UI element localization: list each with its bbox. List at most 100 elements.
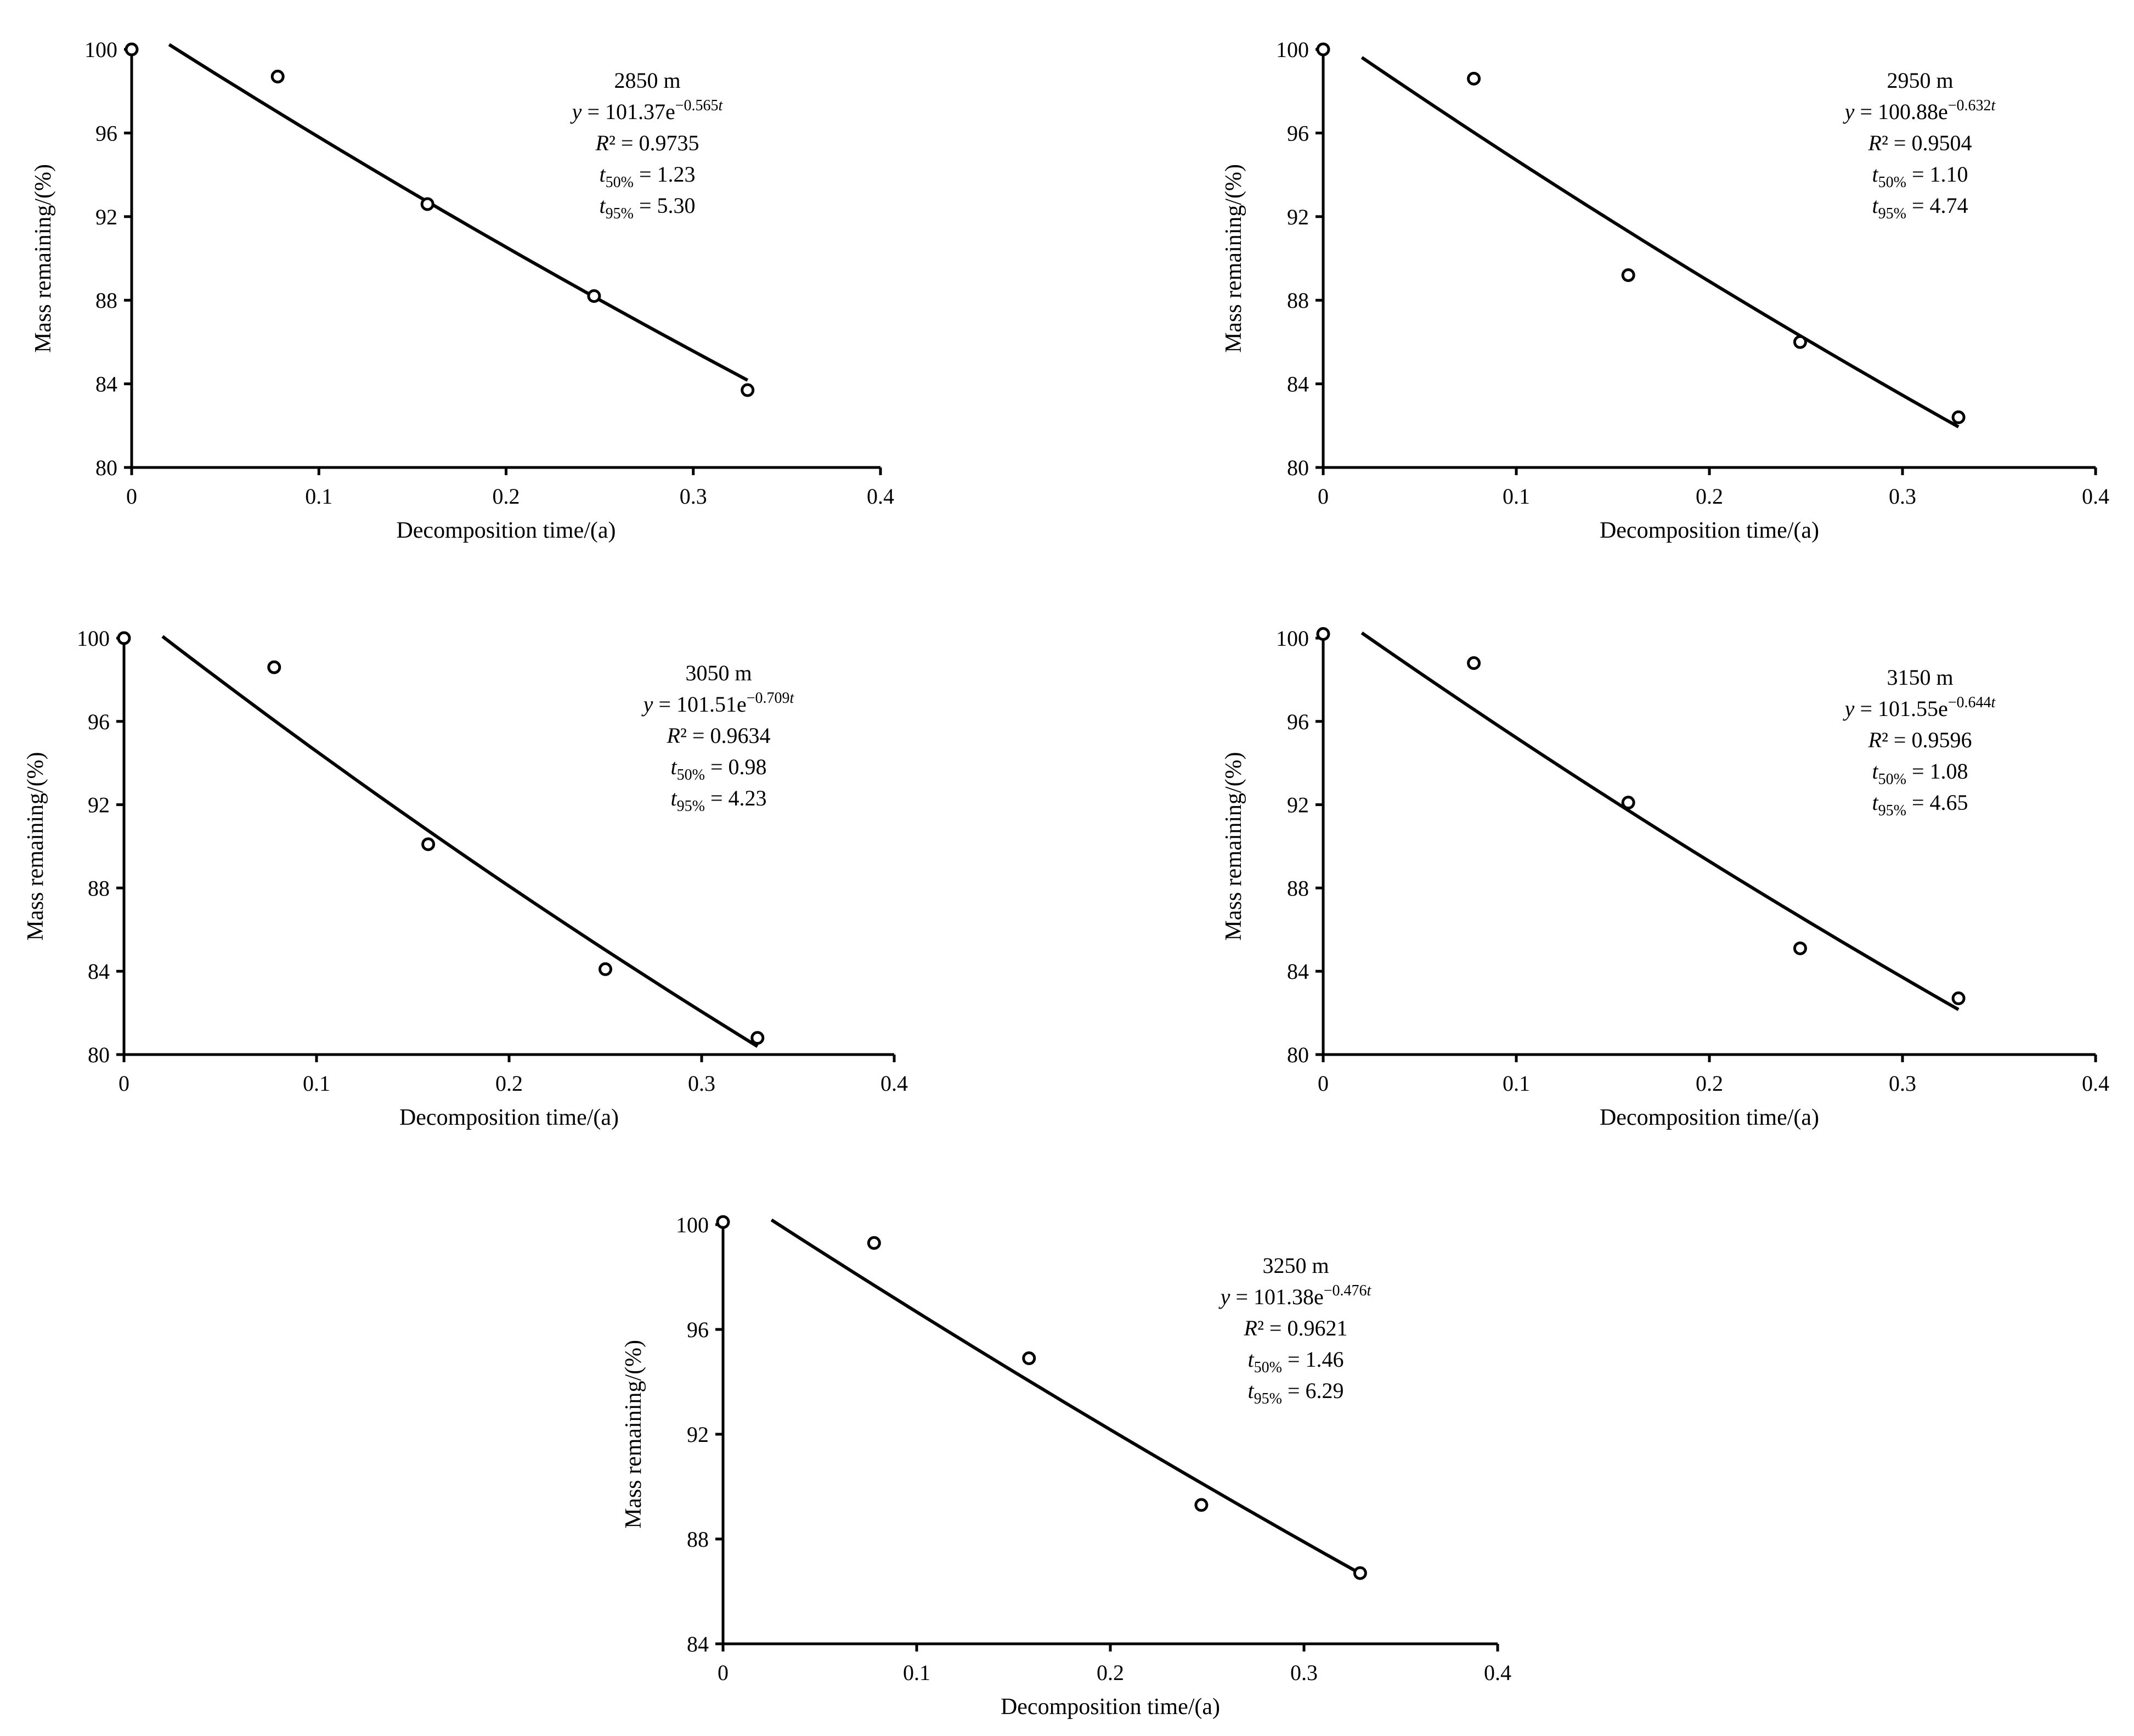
fit-line (1360, 632, 1960, 1011)
x-tick-label: 0.1 (1503, 1071, 1530, 1096)
t95-label: t95% = 4.74 (1872, 193, 1968, 222)
y-tick-label: 80 (1287, 1042, 1309, 1067)
data-point (1621, 268, 1635, 282)
fit-line (161, 635, 759, 1048)
x-tick-label: 0.2 (495, 1071, 523, 1096)
x-tick-label: 0 (118, 1071, 129, 1096)
t95-label: t95% = 4.23 (670, 786, 766, 815)
x-tick-label: 0 (718, 1660, 729, 1685)
data-point (117, 631, 131, 645)
data-point (420, 197, 434, 211)
chart-panel-1: 80 84 88 92 96 100 0 0.1 0.2 0.3 0.4 Decomposition … (31, 37, 894, 543)
data-point (1194, 1498, 1209, 1512)
y-tick-label: 92 (687, 1422, 709, 1447)
chart-panel-5: 84 88 92 96 100 0 0.1 0.2 0.3 0.4 Decomposition ti… (621, 1213, 1511, 1720)
t50-label: t50% = 1.23 (599, 162, 695, 191)
x-tick-label: 0.1 (305, 484, 332, 509)
y-tick-label: 84 (687, 1632, 709, 1656)
y-tick-label: 88 (1287, 876, 1309, 900)
data-point (741, 383, 755, 397)
fit-line (168, 43, 749, 382)
y-axis-title: Mass remaining/(%) (1221, 164, 1246, 353)
r-squared-label: R² = 0.9735 (595, 131, 699, 155)
site-label: 3050 m (685, 661, 752, 685)
site-label: 2950 m (1887, 68, 1953, 93)
x-tick-label: 0.2 (1696, 1071, 1723, 1096)
y-tick-label: 96 (88, 709, 110, 734)
y-tick-label: 88 (95, 288, 117, 313)
x-tick-label: 0.4 (2082, 1071, 2109, 1096)
y-tick-label: 84 (1287, 959, 1309, 984)
y-tick-label: 88 (88, 876, 110, 900)
t95-label: t95% = 5.30 (599, 193, 695, 222)
y-tick-label: 100 (84, 37, 117, 62)
data-point (1353, 1566, 1367, 1580)
fit-line (770, 1218, 1361, 1575)
data-point (599, 962, 612, 976)
x-tick-label: 0.3 (680, 484, 707, 509)
data-point (1467, 656, 1481, 670)
y-tick-label: 96 (95, 121, 117, 145)
y-tick-label: 96 (1287, 121, 1309, 145)
data-point (270, 70, 285, 84)
y-tick-label: 92 (1287, 205, 1309, 229)
equation-label: y = 101.37e−0.565t (570, 97, 724, 124)
y-tick-label: 92 (95, 205, 117, 229)
y-tick-label: 92 (88, 793, 110, 818)
data-point (1467, 71, 1481, 86)
x-tick-label: 0 (1318, 1071, 1329, 1096)
y-tick-label: 100 (1276, 626, 1309, 651)
x-tick-label: 0 (1318, 484, 1329, 509)
y-tick-label: 88 (687, 1527, 709, 1552)
x-tick-label: 0.3 (1889, 1071, 1916, 1096)
x-tick-label: 0.3 (688, 1071, 715, 1096)
site-label: 3150 m (1887, 665, 1953, 690)
x-tick-label: 0.1 (903, 1660, 930, 1685)
data-point (1022, 1351, 1036, 1366)
y-tick-label: 80 (88, 1042, 110, 1067)
r-squared-label: R² = 0.9504 (1868, 131, 1972, 155)
y-tick-label: 88 (1287, 288, 1309, 313)
data-point (867, 1236, 881, 1250)
y-tick-label: 100 (77, 626, 110, 651)
y-tick-label: 80 (95, 455, 117, 480)
y-tick-label: 84 (95, 372, 117, 397)
y-tick-label: 96 (687, 1317, 709, 1342)
y-tick-label: 84 (1287, 372, 1309, 397)
x-axis-title: Decomposition time/(a) (1001, 1694, 1220, 1720)
x-axis-title: Decomposition time/(a) (396, 518, 616, 543)
data-point (267, 660, 281, 674)
x-tick-label: 0.2 (493, 484, 520, 509)
t95-label: t95% = 4.65 (1872, 790, 1968, 819)
data-point (125, 42, 139, 57)
y-tick-label: 96 (1287, 709, 1309, 734)
data-point (716, 1215, 730, 1229)
x-tick-label: 0.3 (1889, 484, 1916, 509)
site-label: 2850 m (614, 68, 680, 93)
data-point (587, 289, 601, 303)
x-axis-title: Decomposition time/(a) (399, 1105, 619, 1130)
x-axis-title: Decomposition time/(a) (1600, 1105, 1819, 1130)
x-tick-label: 0.4 (2082, 484, 2109, 509)
t50-label: t50% = 1.10 (1872, 162, 1968, 191)
y-tick-label: 92 (1287, 793, 1309, 818)
y-axis-title: Mass remaining/(%) (621, 1340, 646, 1529)
y-axis-title: Mass remaining/(%) (1221, 752, 1246, 940)
x-tick-label: 0.1 (303, 1071, 330, 1096)
x-axis-title: Decomposition time/(a) (1600, 518, 1819, 543)
x-tick-label: 0.3 (1290, 1660, 1318, 1685)
t50-label: t50% = 1.46 (1247, 1347, 1343, 1376)
r-squared-label: R² = 0.9634 (667, 723, 771, 748)
x-tick-label: 0.2 (1097, 1660, 1124, 1685)
x-tick-label: 0 (126, 484, 137, 509)
t95-label: t95% = 6.29 (1247, 1378, 1343, 1407)
data-point (1793, 335, 1807, 349)
y-axis-title: Mass remaining/(%) (23, 752, 48, 940)
y-tick-label: 100 (1276, 37, 1309, 62)
r-squared-label: R² = 0.9621 (1244, 1316, 1348, 1340)
t50-label: t50% = 1.08 (1872, 759, 1968, 788)
t50-label: t50% = 0.98 (670, 754, 766, 784)
data-point (1951, 410, 1966, 425)
y-tick-label: 100 (676, 1213, 709, 1237)
